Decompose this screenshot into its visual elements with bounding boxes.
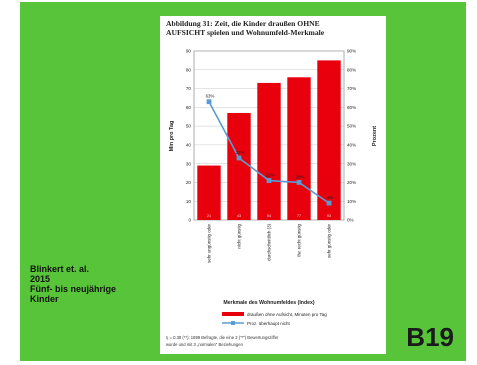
line-point [327, 201, 332, 206]
y2-tick-label: 30% [347, 161, 356, 166]
figure-panel: Abbildung 31: Zeit, die Kinder draußen O… [160, 16, 386, 354]
citation-line: Blinkert et. al. [30, 264, 140, 274]
legend-line-marker [231, 321, 235, 325]
legend-bar-label: draußen ohne Aufsicht, Minuten pro Tag [247, 312, 327, 317]
y-tick-label: 10 [186, 199, 192, 204]
legend-bar-swatch [222, 312, 244, 316]
y-tick-label: 40 [186, 142, 192, 147]
slide-id: B19 [406, 322, 454, 353]
y-tick-label: 90 [186, 49, 192, 54]
bar [227, 113, 250, 220]
line-value-label: 32% [236, 150, 245, 155]
x-axis-title: Merkmale des Wohnumfeldes (Index) [223, 300, 315, 306]
y2-tick-label: 10% [347, 199, 356, 204]
citation: Blinkert et. al. 2015 Fünf- bis neujähri… [30, 264, 140, 304]
slide-background: Abbildung 31: Zeit, die Kinder draußen O… [20, 2, 466, 361]
line-value-label: 20% [296, 174, 305, 179]
line-value-label: 9% [327, 195, 333, 200]
figure-footnote-line-2: wurde und mit 3 „normalen" Beziehungen [166, 342, 244, 347]
y2-tick-label: 0% [347, 218, 354, 223]
x-tick-label: tlw. recht günstig [297, 223, 302, 256]
bar-value-label: 54 [267, 214, 271, 218]
bar-value-label: 77 [297, 214, 301, 218]
x-tick-label: sehr ungünstig oder [207, 223, 212, 262]
y2-tick-label: 20% [347, 180, 356, 185]
y-tick-label: 80 [186, 67, 192, 72]
bar [287, 77, 310, 220]
citation-line: 2015 [30, 274, 140, 284]
y2-tick-label: 90% [347, 49, 356, 54]
line-point [207, 99, 212, 104]
y-tick-label: 50 [186, 124, 192, 129]
bar-value-label: 43 [237, 214, 241, 218]
line-point [297, 180, 302, 185]
y2-tick-label: 70% [347, 86, 356, 91]
x-tick-label: nicht günstig [237, 223, 242, 248]
line-value-label: 22% [266, 173, 275, 178]
y2-axis-title: Prozent [372, 126, 378, 146]
citation-line: Fünf- bis neujährige [30, 284, 140, 294]
bar [197, 166, 220, 220]
y-tick-label: 20 [186, 180, 192, 185]
legend: draußen ohne Aufsicht, Minuten pro Tag P… [222, 312, 327, 326]
y2-tick-label: 60% [347, 105, 356, 110]
line-value-label: 63% [206, 94, 215, 99]
y2-tick-label: 80% [347, 67, 356, 72]
citation-line: Kinder [30, 294, 140, 304]
bar-value-label: 21 [207, 214, 211, 218]
y-axis-title: Min pro Tag [169, 121, 175, 152]
bar-value-label: 93 [327, 214, 331, 218]
bar [257, 83, 280, 220]
chart: 21 43 54 77 93 63% 32% 22% 20% 9% 0 10 20 30 40 50 60 7… [160, 16, 386, 354]
y-tick-label: 0 [188, 218, 191, 223]
line-point [267, 178, 272, 183]
y2-tick-label: 50% [347, 124, 356, 129]
line-point [237, 156, 242, 161]
y-tick-label: 70 [186, 86, 192, 91]
y-tick-label: 30 [186, 161, 192, 166]
x-tick-label: durchschnittlich (3) [267, 223, 272, 260]
x-tick-label: sehr günstig oder [327, 223, 332, 257]
y-tick-label: 60 [186, 105, 192, 110]
legend-line-label: Proz. überhaupt nicht [247, 321, 291, 326]
y2-tick-label: 40% [347, 142, 356, 147]
figure-footnote-line-1: η = 0,38 (**); 1899 Befragte, die eine 2… [166, 335, 279, 340]
